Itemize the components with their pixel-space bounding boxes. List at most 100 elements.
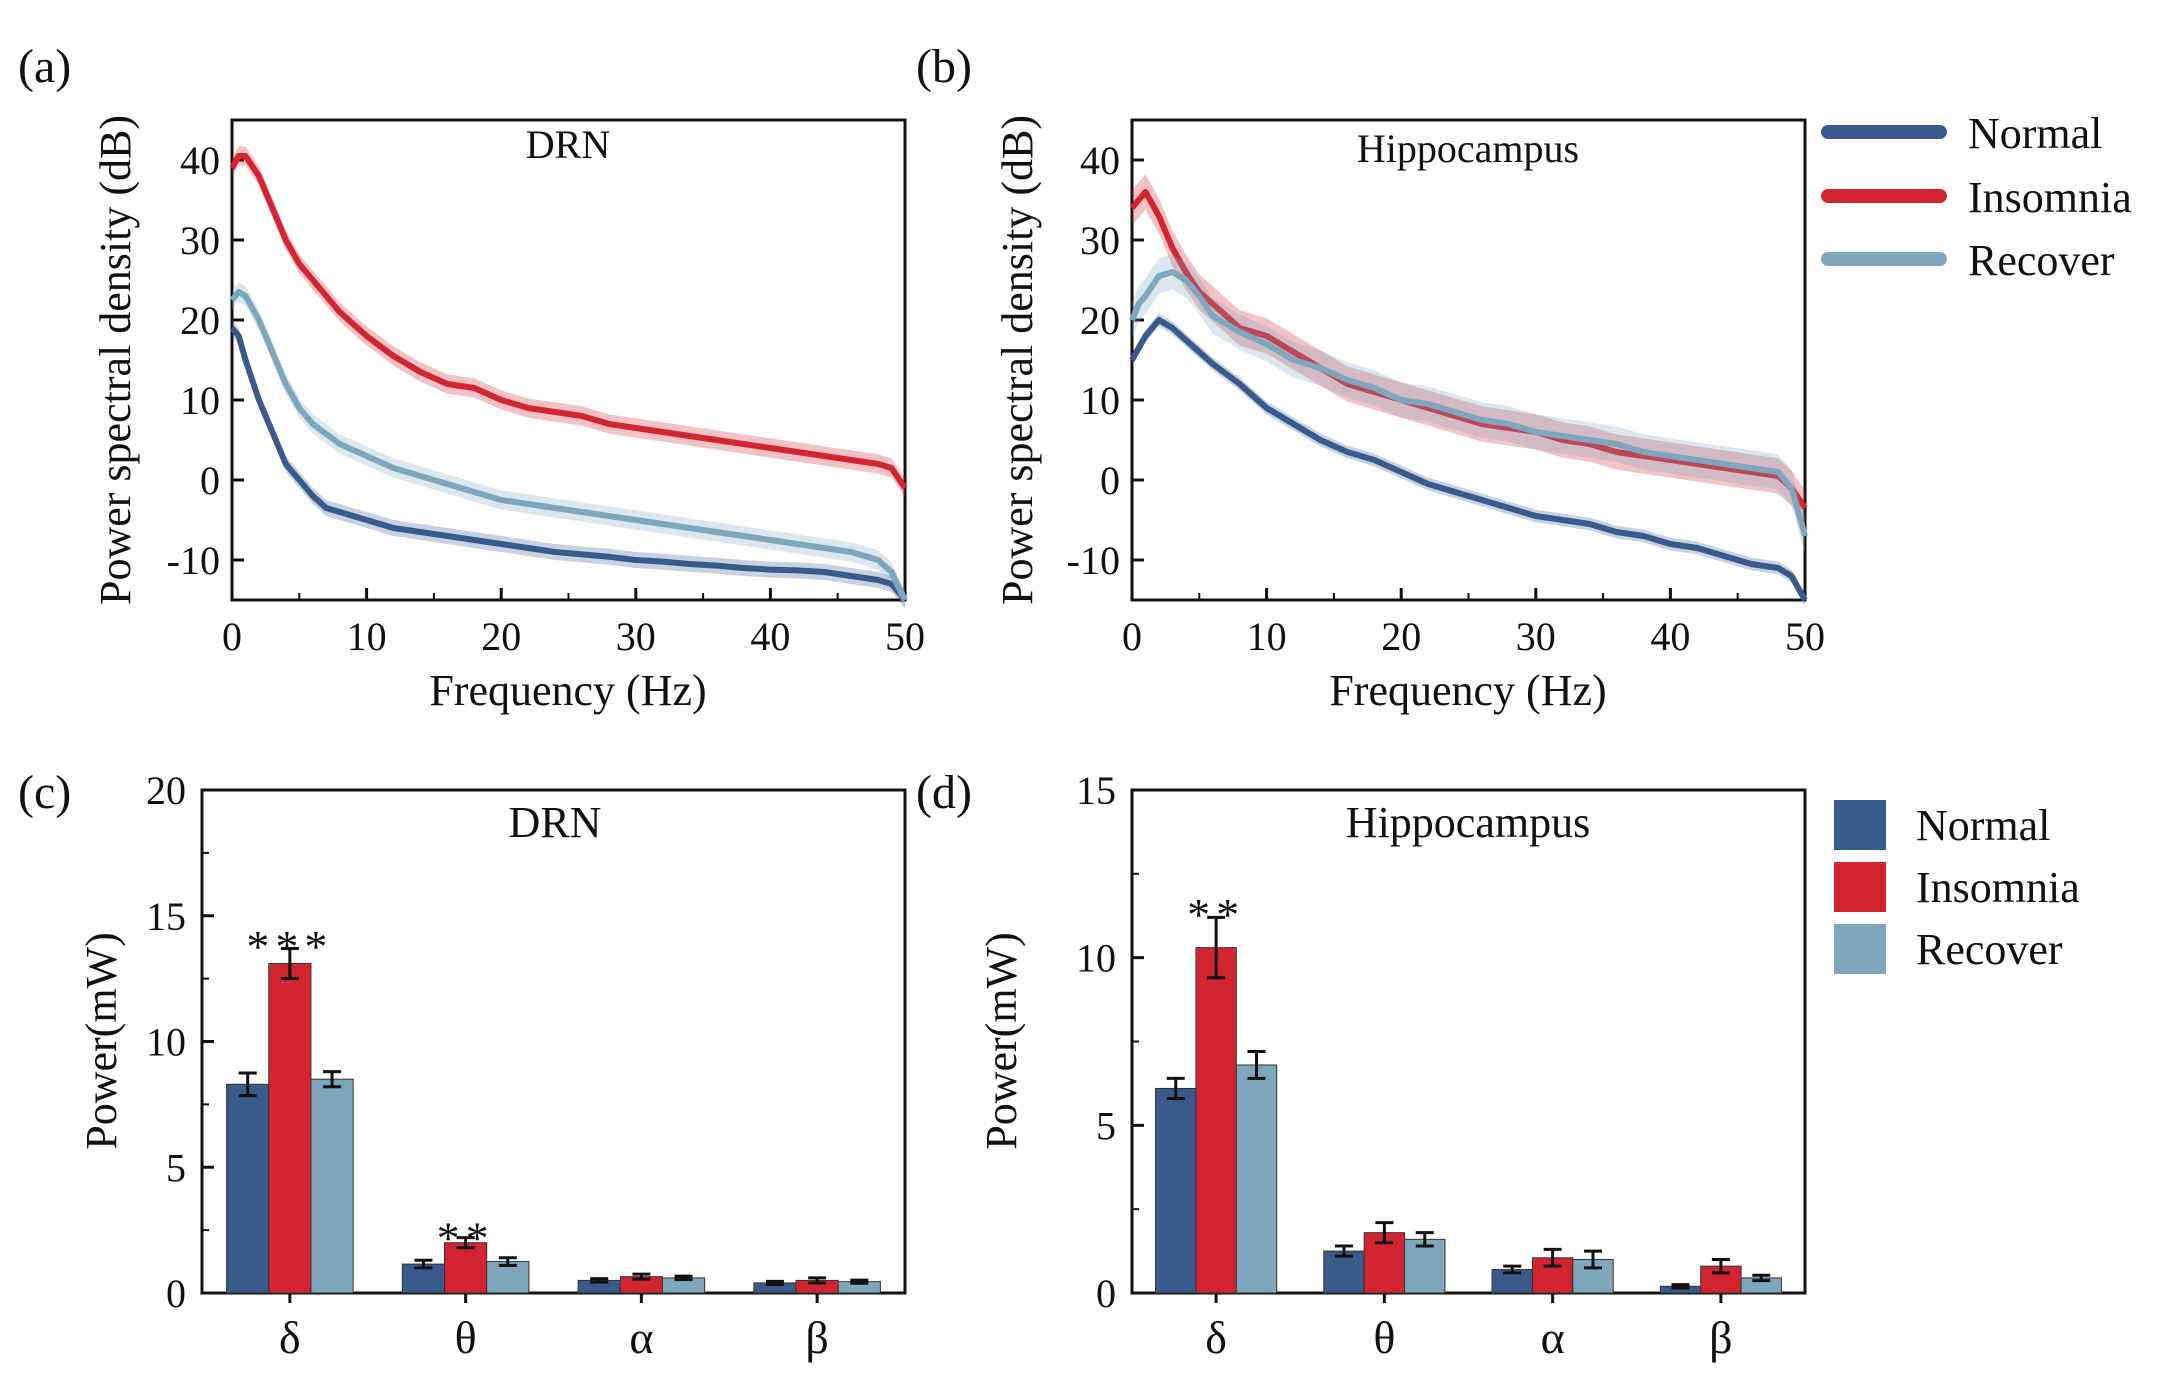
x-tick-label-a-2: 20 xyxy=(481,614,521,659)
y-tick-label-d-3: 15 xyxy=(1076,768,1116,813)
legend-bars: Normal Insomnia Recover xyxy=(1834,800,2080,974)
x-axis-label-a: Frequency (Hz) xyxy=(429,666,706,715)
error-bar-c-normal-3 xyxy=(765,1279,784,1286)
y-tick-label-b-1: 0 xyxy=(1100,458,1120,503)
y-axis-label-b: Power spectral density (dB) xyxy=(993,115,1042,605)
error-bar-d-normal-3 xyxy=(1671,1283,1690,1290)
chart-title-b: Hippocampus xyxy=(1357,126,1579,171)
legend-bar-normal-label: Normal xyxy=(1916,801,2050,850)
x-tick-label-a-0: 0 xyxy=(222,614,242,659)
x-tick-label-b-1: 10 xyxy=(1247,614,1287,659)
panel-label-b: (b) xyxy=(916,40,972,93)
panel-label-c: (c) xyxy=(18,766,71,819)
x-tick-label-b-4: 40 xyxy=(1650,614,1690,659)
error-bar-c-recover-2 xyxy=(674,1274,693,1282)
error-bar-d-normal-2 xyxy=(1503,1264,1522,1275)
y-tick-label-c-1: 5 xyxy=(166,1145,186,1190)
y-tick-label-a-3: 20 xyxy=(180,298,220,343)
error-bar-d-insomnia-0 xyxy=(1207,915,1226,980)
error-bar-d-recover-2 xyxy=(1584,1249,1603,1270)
series-line-a-normal xyxy=(229,326,908,602)
chart-title-a: DRN xyxy=(526,122,610,167)
y-tick-label-a-1: 0 xyxy=(200,458,220,503)
error-bar-c-recover-1 xyxy=(498,1256,517,1267)
category-label-d-2: α xyxy=(1541,1312,1565,1363)
error-bar-c-normal-1 xyxy=(414,1258,433,1270)
error-bar-d-normal-0 xyxy=(1166,1076,1185,1101)
error-bar-c-insomnia-1 xyxy=(456,1236,475,1250)
y-axis-label-a: Power spectral density (dB) xyxy=(91,115,140,605)
y-tick-label-a-2: 10 xyxy=(180,378,220,423)
panel-label-d: (d) xyxy=(916,766,972,819)
y-tick-label-b-0: -10 xyxy=(1067,538,1120,583)
bar-c-insomnia-0 xyxy=(268,963,312,1294)
series-line-b-insomnia xyxy=(1129,189,1808,510)
y-tick-label-c-3: 15 xyxy=(146,894,186,939)
bar-c-normal-0 xyxy=(226,1083,270,1294)
category-label-d-1: θ xyxy=(1373,1312,1395,1363)
y-tick-label-d-1: 5 xyxy=(1096,1103,1116,1148)
legend-line-recover-label: Recover xyxy=(1968,236,2115,285)
bar-d-recover-1 xyxy=(1404,1238,1446,1294)
category-label-c-2: α xyxy=(629,1312,653,1363)
y-tick-label-a-4: 30 xyxy=(180,218,220,263)
series-line-a-recover xyxy=(229,289,908,602)
error-bar-c-normal-0 xyxy=(238,1071,257,1098)
error-bar-d-recover-1 xyxy=(1415,1231,1434,1248)
error-band-b-insomnia xyxy=(1132,174,1805,526)
y-tick-label-a-0: -10 xyxy=(167,538,220,583)
category-label-c-0: δ xyxy=(279,1312,301,1363)
error-bar-c-recover-3 xyxy=(850,1278,869,1285)
y-tick-label-a-5: 40 xyxy=(180,138,220,183)
significance-marker-d-0: ** xyxy=(1187,889,1245,940)
panel-b: (b) Hippocampus 0 10 20 30 40 50-10010203040 … xyxy=(916,40,1825,715)
legend-bar-insomnia-label: Insomnia xyxy=(1916,863,2080,912)
error-bar-d-insomnia-2 xyxy=(1543,1247,1562,1268)
series-line-b-normal xyxy=(1129,317,1808,602)
x-tick-label-b-2: 20 xyxy=(1381,614,1421,659)
error-bar-d-recover-0 xyxy=(1247,1050,1266,1080)
bar-d-normal-1 xyxy=(1323,1250,1365,1294)
category-label-c-3: β xyxy=(805,1312,828,1363)
x-tick-label-b-0: 0 xyxy=(1122,614,1142,659)
plot-frame-a xyxy=(230,118,907,602)
plot-area-d: 0 5 10 15 δ θ α β ** xyxy=(1076,768,1782,1363)
error-bar-d-insomnia-3 xyxy=(1711,1257,1730,1275)
legend-line-insomnia-label: Insomnia xyxy=(1968,173,2132,222)
y-tick-label-b-3: 20 xyxy=(1080,298,1120,343)
bar-c-recover-0 xyxy=(310,1078,354,1294)
category-label-d-3: β xyxy=(1709,1312,1732,1363)
error-band-a-insomnia xyxy=(232,146,905,498)
bar-d-normal-0 xyxy=(1155,1087,1197,1294)
panel-d: (d) Hippocampus 0 5 10 15 δ θ α β ** Power(mW) xyxy=(916,766,1807,1363)
legend-line-normal-label: Normal xyxy=(1968,109,2102,158)
y-tick-label-d-2: 10 xyxy=(1076,936,1116,981)
legend-bar-normal-swatch xyxy=(1834,800,1886,850)
legend-bar-insomnia-swatch xyxy=(1834,862,1886,912)
y-axis-label-d: Power(mW) xyxy=(977,932,1026,1150)
y-tick-label-b-4: 30 xyxy=(1080,218,1120,263)
x-tick-label-a-4: 40 xyxy=(750,614,790,659)
plot-frame-b xyxy=(1130,118,1807,602)
y-axis-label-c: Power(mW) xyxy=(77,932,126,1150)
y-tick-label-d-0: 0 xyxy=(1096,1271,1116,1316)
series-line-b-recover xyxy=(1129,269,1808,537)
error-bar-d-insomnia-1 xyxy=(1375,1221,1394,1245)
error-band-a-recover xyxy=(232,282,905,610)
y-tick-label-b-2: 10 xyxy=(1080,378,1120,423)
error-bar-c-insomnia-2 xyxy=(632,1272,651,1281)
y-tick-label-c-2: 10 xyxy=(146,1020,186,1065)
legend-bar-recover-swatch xyxy=(1834,924,1886,974)
error-bar-d-normal-1 xyxy=(1334,1244,1353,1258)
error-bar-c-insomnia-0 xyxy=(280,946,299,981)
error-bar-d-recover-3 xyxy=(1752,1273,1771,1283)
y-tick-label-c-0: 0 xyxy=(166,1271,186,1316)
chart-title-d: Hippocampus xyxy=(1346,798,1590,847)
error-band-a-normal xyxy=(232,320,905,608)
error-bar-c-insomnia-3 xyxy=(808,1276,827,1285)
x-tick-label-a-3: 30 xyxy=(616,614,656,659)
